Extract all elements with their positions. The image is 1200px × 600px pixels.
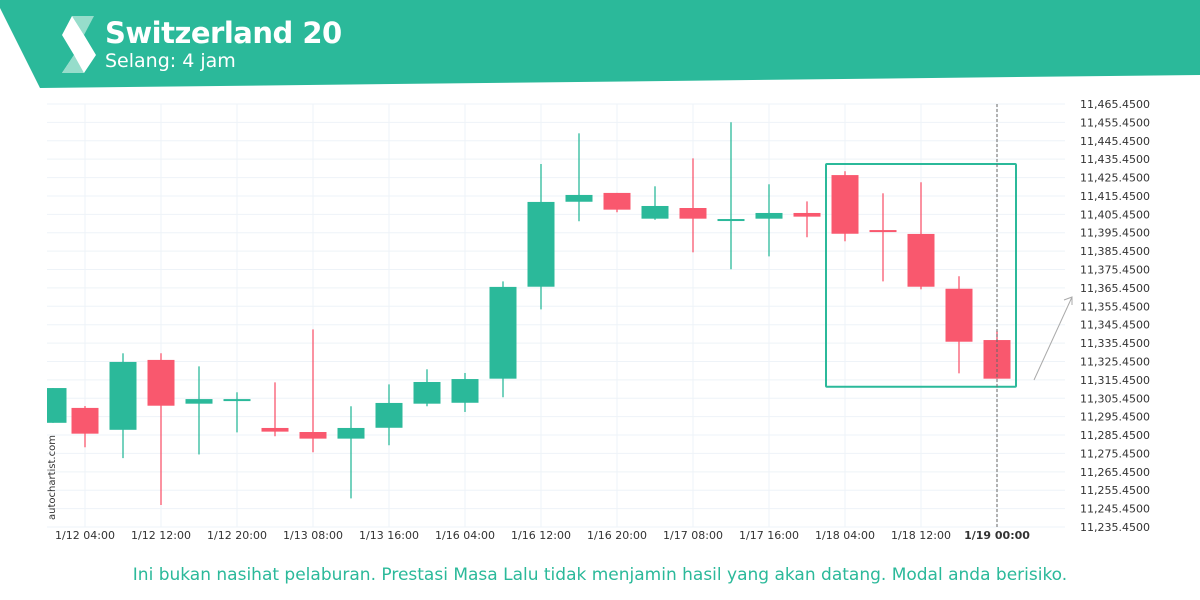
autochartist-logo-icon <box>62 16 96 73</box>
candlestick-chart: 11,465.4500 11,455.4500 11,445.4500 11,435.… <box>47 98 1150 542</box>
y-tick-label: 11,435.4500 <box>1080 153 1150 166</box>
candle <box>413 369 441 407</box>
candle-body <box>831 175 859 234</box>
y-tick-label: 11,445.4500 <box>1080 135 1150 148</box>
y-tick-label: 11,325.4500 <box>1080 355 1150 368</box>
y-tick-label: 11,425.4500 <box>1080 172 1150 185</box>
candle-body <box>413 381 441 404</box>
candle-body <box>717 219 745 222</box>
candle-body <box>375 402 403 428</box>
candle-body <box>907 233 935 287</box>
y-tick-label: 11,285.4500 <box>1080 429 1150 442</box>
candle <box>907 182 935 290</box>
y-tick-label: 11,355.4500 <box>1080 300 1150 313</box>
x-tick-label: 1/16 04:00 <box>435 529 495 542</box>
y-tick-label: 11,375.4500 <box>1080 264 1150 277</box>
y-tick-label: 11,385.4500 <box>1080 245 1150 258</box>
candle <box>337 406 365 499</box>
pattern-box <box>825 163 1017 388</box>
candle-body <box>71 407 99 434</box>
candle-body <box>185 399 213 404</box>
candle-body <box>489 286 517 379</box>
candle <box>261 382 289 437</box>
y-tick-label: 11,415.4500 <box>1080 190 1150 203</box>
forecast-arrow <box>1033 296 1073 381</box>
candle <box>717 122 745 270</box>
candle <box>147 353 175 506</box>
candle-body <box>147 359 175 406</box>
x-tick-label: 1/13 16:00 <box>359 529 419 542</box>
y-tick-label: 11,305.4500 <box>1080 392 1150 405</box>
candle <box>489 281 517 398</box>
candle-body <box>299 432 327 439</box>
candle <box>641 186 669 220</box>
disclaimer-text: Ini bukan nasihat pelaburan. Prestasi Ma… <box>132 565 1068 585</box>
forecast-arrow-head-icon <box>1063 296 1073 305</box>
candle <box>527 164 555 310</box>
y-tick-label: 11,255.4500 <box>1080 484 1150 497</box>
x-tick-label: 1/17 08:00 <box>663 529 723 542</box>
candle <box>299 329 327 453</box>
x-tick-label: 1/16 12:00 <box>511 529 571 542</box>
interval-subtitle: Selang: 4 jam <box>105 50 236 72</box>
candle-body <box>793 212 821 217</box>
y-tick-label: 11,295.4500 <box>1080 411 1150 424</box>
candle-body <box>565 194 593 202</box>
candle-body <box>223 399 251 402</box>
candle-body <box>755 212 783 219</box>
x-tick-label: 1/19 00:00 <box>964 529 1030 542</box>
header-banner <box>0 0 1200 88</box>
y-tick-label: 11,405.4500 <box>1080 208 1150 221</box>
x-tick-label: 1/16 20:00 <box>587 529 647 542</box>
y-tick-label: 11,455.4500 <box>1080 116 1150 129</box>
x-tick-label: 1/17 16:00 <box>739 529 799 542</box>
candle <box>375 384 403 446</box>
x-tick-label: 1/18 12:00 <box>891 529 951 542</box>
x-tick-label: 1/12 20:00 <box>207 529 267 542</box>
candle-body <box>47 388 67 423</box>
candle <box>869 193 897 282</box>
y-tick-label: 11,465.4500 <box>1080 98 1150 111</box>
x-tick-label: 1/12 04:00 <box>55 529 115 542</box>
y-tick-label: 11,275.4500 <box>1080 447 1150 460</box>
candle <box>679 158 707 253</box>
candle <box>755 184 783 257</box>
candle <box>451 372 479 412</box>
y-tick-label: 11,335.4500 <box>1080 337 1150 350</box>
candle-body <box>603 192 631 210</box>
candle <box>109 353 137 459</box>
candle-body <box>451 379 479 403</box>
candle <box>47 388 67 423</box>
y-tick-label: 11,315.4500 <box>1080 374 1150 387</box>
candle-body <box>261 427 289 432</box>
x-tick-label: 1/18 04:00 <box>815 529 875 542</box>
candle-body <box>679 208 707 219</box>
candle <box>945 276 973 374</box>
watermark: autochartist.com <box>47 435 58 520</box>
y-tick-label: 11,345.4500 <box>1080 319 1150 332</box>
candle <box>565 133 593 222</box>
candle <box>831 171 859 242</box>
candle-body <box>109 361 137 430</box>
y-tick-label: 11,365.4500 <box>1080 282 1150 295</box>
y-tick-label: 11,265.4500 <box>1080 466 1150 479</box>
x-tick-label: 1/13 08:00 <box>283 529 343 542</box>
candle-body <box>869 230 897 233</box>
y-tick-label: 11,245.4500 <box>1080 503 1150 516</box>
candle-body <box>337 427 365 439</box>
candle <box>71 406 99 448</box>
candle-body <box>945 288 973 342</box>
candle <box>223 392 251 433</box>
y-tick-label: 11,235.4500 <box>1080 521 1150 534</box>
candle <box>185 366 213 455</box>
x-tick-label: 1/12 12:00 <box>131 529 191 542</box>
candle <box>793 201 821 238</box>
candle-body <box>527 201 555 287</box>
candle <box>603 192 631 213</box>
y-tick-label: 11,395.4500 <box>1080 227 1150 240</box>
candle-body <box>641 205 669 219</box>
instrument-title: Switzerland 20 <box>105 16 342 50</box>
